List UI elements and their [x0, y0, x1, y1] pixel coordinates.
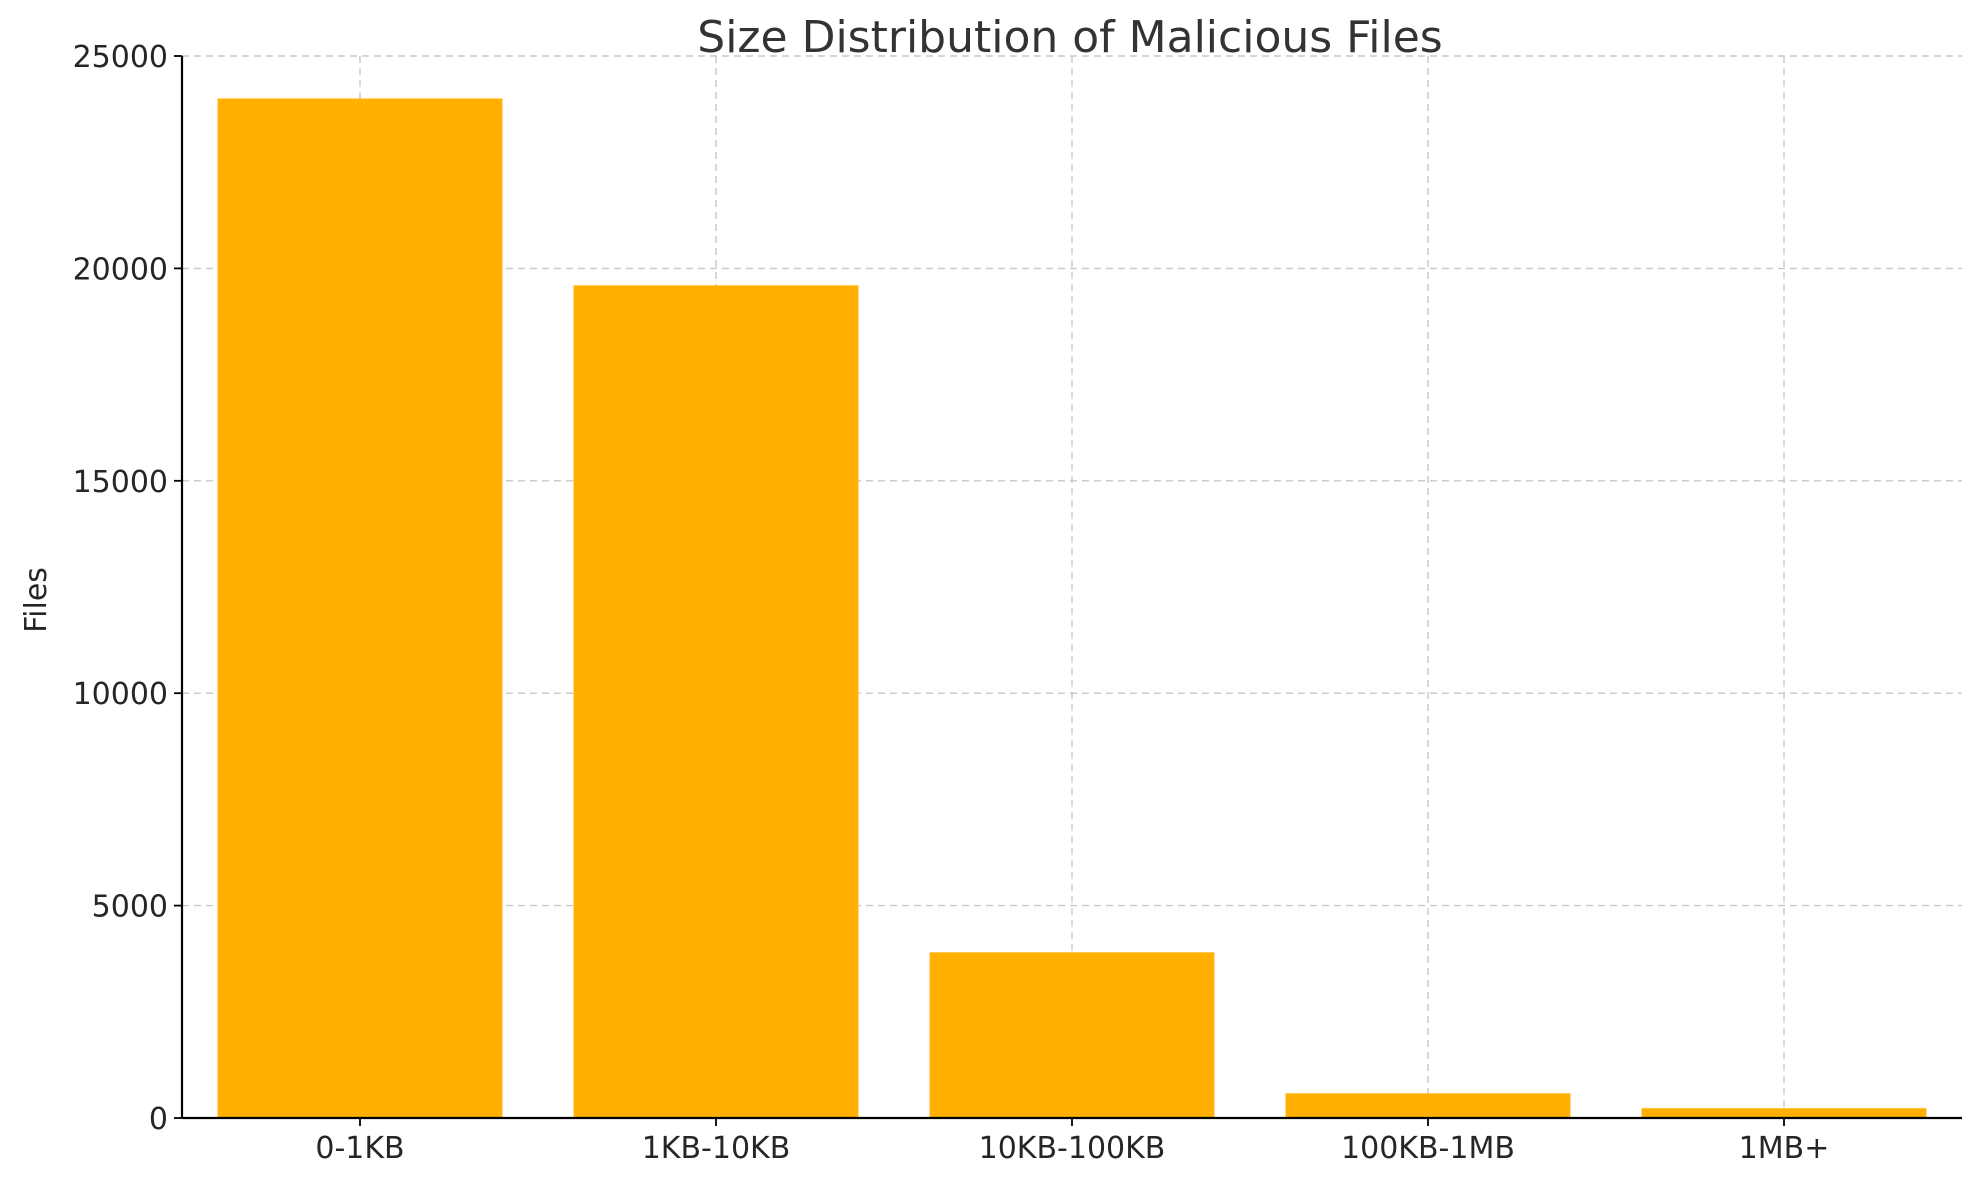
y-tick-label-5: 25000: [73, 40, 168, 75]
x-tick-label-4: 1MB+: [1739, 1131, 1830, 1166]
bar-1: [573, 285, 859, 1119]
bar-2: [929, 952, 1215, 1118]
x-tick-label-1: 1KB-10KB: [642, 1131, 791, 1166]
y-tick-label-3: 15000: [73, 465, 168, 500]
bar-0: [217, 98, 503, 1119]
bar-4: [1641, 1108, 1927, 1118]
y-axis-label: Files: [19, 567, 54, 633]
bar-3: [1285, 1093, 1571, 1118]
y-tick-label-1: 5000: [92, 890, 168, 925]
y-tick-label-2: 10000: [73, 677, 168, 712]
x-tick-label-3: 100KB-1MB: [1341, 1131, 1515, 1166]
y-tick-label-0: 0: [149, 1102, 168, 1137]
bars: [217, 98, 1927, 1119]
x-tick-label-2: 10KB-100KB: [979, 1131, 1166, 1166]
y-tick-label-4: 20000: [73, 252, 168, 287]
axes: 0 5000 10000 15000 20000 25000 0-1KB 1KB-10KB 10…: [73, 40, 1962, 1166]
chart-title: Size Distribution of Malicious Files: [697, 12, 1442, 63]
x-tick-label-0: 0-1KB: [315, 1131, 404, 1166]
